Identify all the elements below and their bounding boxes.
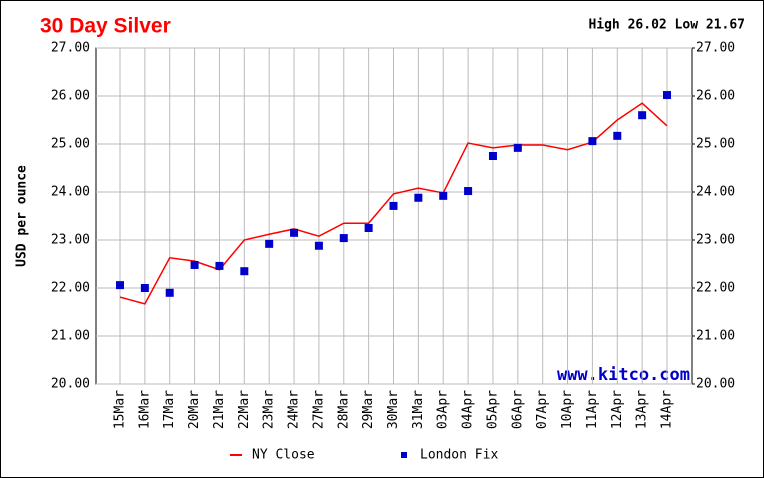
y2-tick-label: 25.00 [696, 137, 735, 152]
series-marker [314, 241, 323, 250]
y2-tick-label: 27.00 [696, 41, 735, 56]
series-marker [364, 224, 373, 232]
series-marker [265, 239, 274, 248]
x-tick-label: 23Mar [262, 390, 277, 429]
y2-tick-label: 26.00 [696, 89, 735, 104]
x-tick-label: 30Mar [386, 390, 401, 429]
y2-tick-label: 22.00 [696, 281, 735, 296]
x-tick-label: 12Apr [610, 390, 625, 429]
series-marker [513, 143, 522, 152]
legend-swatch [401, 452, 407, 458]
x-tick-label: 22Mar [237, 390, 252, 429]
y-tick-label: 27.00 [51, 41, 90, 56]
legend-label: London Fix [420, 448, 498, 463]
chart-title: 30 Day Silver [40, 15, 171, 38]
x-tick-label: 06Apr [510, 390, 525, 429]
series-marker [339, 234, 348, 243]
x-tick-label: 17Mar [162, 390, 177, 429]
y-tick-label: 22.00 [51, 281, 90, 296]
series-marker [613, 131, 622, 140]
watermark: www.kitco.com [557, 365, 690, 385]
y-tick-label: 26.00 [51, 89, 90, 104]
series-marker [663, 91, 671, 100]
series-marker [488, 152, 497, 160]
x-tick-label: 04Apr [461, 390, 476, 429]
x-tick-label: 24Mar [287, 390, 302, 429]
series-marker [116, 281, 124, 290]
y-tick-label: 21.00 [51, 329, 90, 344]
x-tick-label: 31Mar [411, 390, 426, 429]
series-marker [414, 193, 423, 202]
series-marker [165, 288, 174, 297]
series-marker [190, 260, 199, 269]
y-tick-label: 23.00 [51, 233, 90, 248]
x-tick-label: 03Apr [436, 390, 451, 429]
series-marker [389, 201, 398, 210]
series-line [119, 102, 668, 305]
y-tick-label: 20.00 [51, 377, 90, 392]
x-tick-label: 16Mar [137, 390, 152, 429]
y2-tick-label: 21.00 [696, 329, 735, 344]
x-tick-label: 07Apr [535, 390, 550, 429]
x-tick-label: 28Mar [336, 390, 351, 429]
y-tick-label: 24.00 [51, 185, 90, 200]
series-marker [215, 261, 224, 270]
x-tick-label: 29Mar [361, 390, 376, 429]
x-tick-label: 13Apr [635, 390, 650, 429]
series-marker [240, 267, 249, 276]
y-axis-label: USD per ounce [15, 165, 30, 267]
legend-label: NY Close [252, 448, 315, 463]
y2-tick-label: 24.00 [696, 185, 735, 200]
x-tick-label: 15Mar [113, 390, 128, 429]
series-marker [464, 187, 473, 196]
series-marker [290, 228, 299, 237]
y2-tick-label: 20.00 [696, 377, 735, 392]
series-marker [638, 111, 647, 120]
x-tick-label: 14Apr [660, 390, 675, 429]
x-tick-label: 27Mar [311, 390, 326, 429]
y-tick-label: 25.00 [51, 137, 90, 152]
subtitle: High 26.02 Low 21.67 [588, 18, 745, 33]
series-marker [439, 191, 448, 200]
x-tick-label: 05Apr [485, 390, 500, 429]
x-tick-label: 21Mar [212, 390, 227, 429]
series-marker [140, 284, 149, 292]
series-marker [588, 137, 597, 146]
x-tick-label: 20Mar [187, 390, 202, 429]
x-tick-label: 10Apr [560, 390, 575, 429]
x-tick-label: 11Apr [585, 390, 600, 429]
y2-tick-label: 23.00 [696, 233, 735, 248]
